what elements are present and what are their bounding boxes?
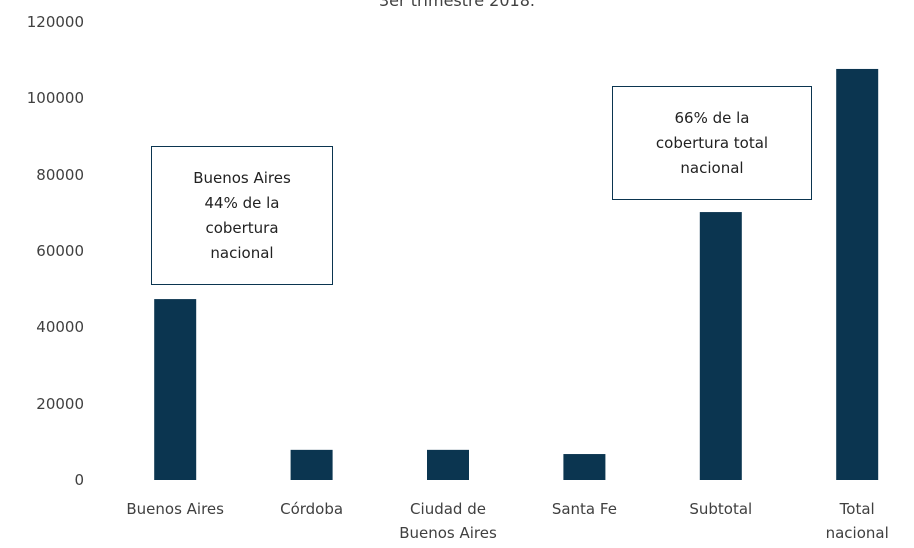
y-tick-label: 80000	[36, 165, 84, 184]
y-tick-label: 0	[74, 471, 84, 489]
bar	[836, 68, 879, 480]
annotation-box: 66% de la cobertura total nacional	[612, 86, 812, 200]
x-tick-label: Ciudad de Buenos Aires	[399, 500, 497, 542]
y-tick-label: 20000	[36, 394, 84, 413]
y-tick-label: 120000	[26, 13, 84, 31]
annotation-line: nacional	[680, 158, 744, 177]
bar	[563, 454, 606, 480]
annotation-line: nacional	[210, 243, 274, 262]
bar	[154, 299, 197, 480]
bar	[699, 212, 742, 480]
annotation-line: Buenos Aires	[193, 168, 291, 187]
x-tick-label: Subtotal	[689, 500, 753, 518]
x-tick-label: Santa Fe	[551, 500, 617, 518]
annotation-line: cobertura	[205, 218, 279, 237]
y-tick-label: 60000	[36, 242, 84, 260]
bar	[427, 449, 469, 480]
x-tick-label: Córdoba	[280, 500, 344, 518]
y-tick-label: 100000	[26, 89, 84, 108]
annotation-line: 44% de la	[204, 193, 280, 212]
annotation-line: 66% de la	[674, 108, 750, 127]
y-tick-label: 40000	[36, 318, 84, 337]
annotation-line: cobertura total	[655, 133, 769, 152]
chart-title: 3er trimestre 2018.	[379, 0, 535, 10]
bar	[290, 449, 333, 480]
x-tick-label: Buenos Aires	[126, 500, 224, 518]
x-tick-label: Total nacional	[825, 500, 889, 542]
annotation-box: Buenos Aires 44% de la cobertura nacional	[151, 146, 333, 285]
